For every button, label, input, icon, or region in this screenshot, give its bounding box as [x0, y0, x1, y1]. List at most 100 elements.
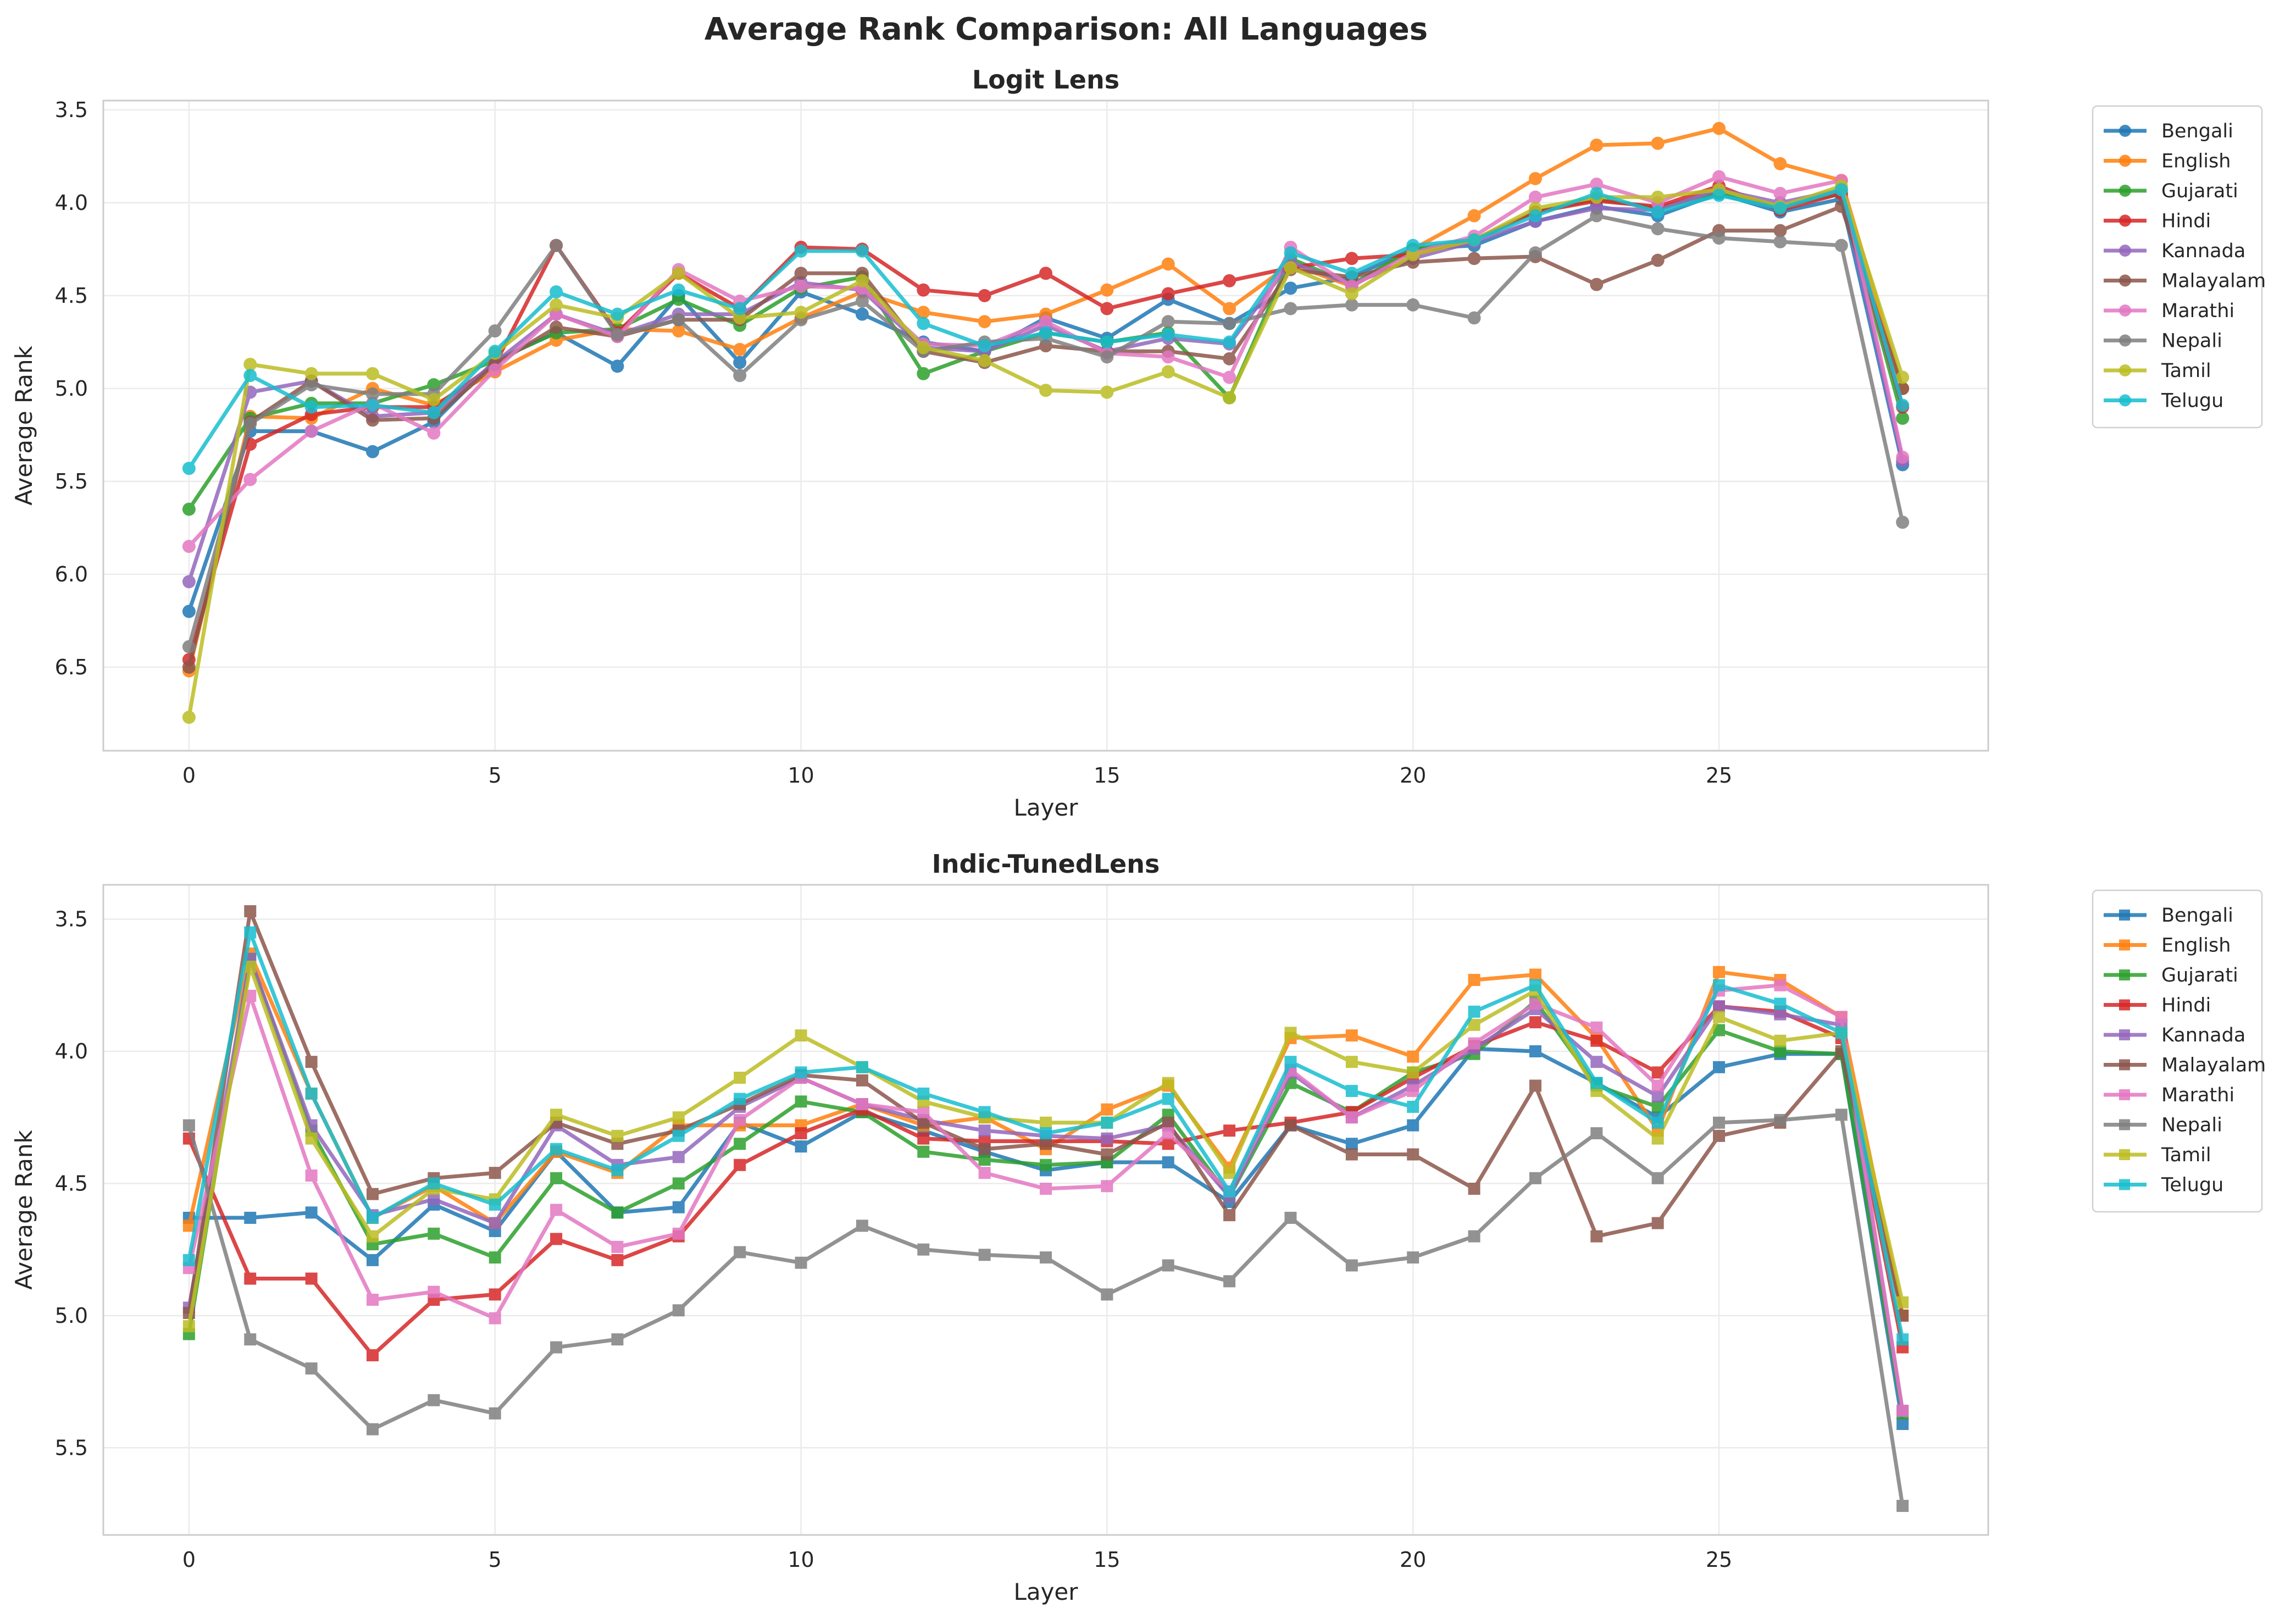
logit-lens-point-tamil: [304, 367, 318, 380]
logit-lens-point-marathi: [1712, 170, 1726, 184]
indic-tunedlens-point-marathi: [611, 1240, 624, 1253]
logit-lens-point-nepali: [1284, 302, 1297, 315]
logit-lens-point-nepali: [1406, 298, 1420, 312]
logit-lens-point-telugu: [611, 307, 624, 321]
indic-tunedlens-point-telugu: [1101, 1116, 1113, 1129]
indic-tunedlens-point-marathi: [1835, 1011, 1848, 1023]
indic-tunedlens-point-gujarati: [550, 1172, 563, 1184]
logit-lens-point-nepali: [1345, 298, 1358, 312]
indic-tunedlens-x-tick-label: 0: [182, 1548, 196, 1572]
indic-tunedlens-point-telugu: [1774, 997, 1787, 1010]
logit-lens-point-marathi: [427, 426, 441, 440]
indic-tunedlens-point-nepali: [611, 1333, 624, 1346]
logit-lens-point-tamil: [794, 306, 808, 319]
logit-lens-legend-marker-hindi: [2119, 214, 2131, 227]
logit-lens-point-gujarati: [182, 502, 196, 516]
indic-tunedlens-point-tamil: [1223, 1167, 1236, 1179]
indic-tunedlens-point-marathi: [428, 1285, 440, 1298]
logit-lens-legend-marker-tamil: [2119, 364, 2131, 376]
logit-lens-point-tamil: [366, 367, 379, 380]
logit-lens-point-tamil: [1651, 190, 1665, 204]
logit-lens-point-hindi: [1345, 252, 1358, 265]
indic-tunedlens-point-english: [1345, 1029, 1358, 1042]
indic-tunedlens-y-axis-label: Average Rank: [10, 1129, 37, 1289]
logit-lens-point-telugu: [672, 283, 685, 297]
logit-lens-point-tamil: [1223, 391, 1236, 404]
logit-lens-point-nepali: [611, 328, 624, 341]
indic-tunedlens-point-marathi: [1407, 1085, 1419, 1098]
indic-tunedlens-point-nepali: [1590, 1127, 1603, 1140]
logit-lens-legend-label-nepali: Nepali: [2161, 330, 2222, 352]
indic-tunedlens-point-nepali: [1529, 1172, 1541, 1184]
logit-lens-point-english: [1223, 302, 1236, 315]
logit-lens-point-telugu: [855, 244, 869, 258]
indic-tunedlens-legend: Bengali English Gujarati Hindi Kannada Malaya…: [2092, 889, 2266, 1213]
indic-tunedlens-point-hindi: [550, 1233, 563, 1245]
indic-tunedlens-legend-marker-bengali: [2119, 910, 2130, 921]
indic-tunedlens-point-marathi: [1040, 1183, 1052, 1195]
logit-lens-point-malayalam: [182, 660, 196, 674]
indic-tunedlens-point-malayalam: [1529, 1079, 1541, 1092]
indic-tunedlens-point-gujarati: [795, 1095, 807, 1108]
indic-tunedlens-point-marathi: [305, 1169, 318, 1182]
logit-lens-point-tamil: [1406, 248, 1420, 262]
indic-tunedlens-point-telugu: [305, 1087, 318, 1100]
indic-tunedlens-point-telugu: [1345, 1085, 1358, 1098]
logit-lens-point-tamil: [978, 354, 991, 368]
indic-tunedlens-point-malayalam: [1162, 1116, 1174, 1129]
logit-lens-point-malayalam: [550, 320, 563, 334]
indic-tunedlens-point-malayalam: [367, 1188, 379, 1200]
indic-tunedlens-point-hindi: [795, 1127, 807, 1140]
indic-tunedlens-point-telugu: [1529, 979, 1541, 991]
indic-tunedlens-point-nepali: [856, 1220, 868, 1232]
indic-tunedlens-point-gujarati: [978, 1154, 991, 1166]
indic-tunedlens-point-tamil: [611, 1129, 624, 1142]
logit-lens-x-axis-label: Layer: [1013, 794, 1078, 821]
logit-lens-point-malayalam: [366, 413, 379, 427]
logit-lens-legend-label-gujarati: Gujarati: [2161, 180, 2238, 202]
indic-tunedlens-legend-marker-telugu: [2119, 1179, 2130, 1190]
indic-tunedlens-point-english: [1529, 968, 1541, 981]
indic-tunedlens-legend-box: [2092, 889, 2263, 1213]
indic-tunedlens-point-malayalam: [1040, 1138, 1052, 1150]
indic-tunedlens-point-marathi: [1345, 1111, 1358, 1124]
indic-tunedlens-point-tamil: [1284, 1027, 1297, 1039]
logit-lens-point-telugu: [1100, 335, 1114, 349]
indic-tunedlens-x-tick-label: 15: [1094, 1548, 1120, 1572]
indic-tunedlens-y-tick-label: 5.0: [55, 1304, 88, 1328]
logit-lens-point-telugu: [1039, 326, 1052, 340]
indic-tunedlens-point-gujarati: [917, 1145, 930, 1158]
logit-lens-y-tick-label: 4.0: [55, 191, 88, 215]
indic-tunedlens-point-nepali: [1407, 1251, 1419, 1264]
logit-lens-point-nepali: [733, 369, 747, 383]
indic-tunedlens-point-telugu: [489, 1198, 501, 1211]
logit-lens-point-nepali: [182, 640, 196, 653]
indic-tunedlens-point-nepali: [1468, 1230, 1480, 1243]
indic-tunedlens-point-hindi: [1529, 1016, 1541, 1029]
indic-tunedlens-point-telugu: [244, 926, 257, 939]
logit-lens-point-tamil: [1345, 287, 1358, 301]
indic-tunedlens-point-telugu: [1223, 1185, 1236, 1198]
indic-tunedlens-point-nepali: [1774, 1113, 1787, 1126]
logit-lens-point-tamil: [672, 267, 685, 280]
logit-lens-point-telugu: [1896, 398, 1910, 412]
indic-tunedlens-point-hindi: [917, 1132, 930, 1145]
logit-lens-point-english: [1712, 121, 1726, 135]
logit-lens-point-marathi: [1590, 178, 1604, 191]
indic-tunedlens-point-nepali: [1162, 1259, 1174, 1272]
logit-lens-point-nepali: [1100, 350, 1114, 364]
logit-lens-point-hindi: [978, 289, 991, 302]
logit-lens-point-malayalam: [1590, 278, 1604, 291]
logit-lens-point-malayalam: [1223, 352, 1236, 365]
indic-tunedlens-point-marathi: [550, 1204, 563, 1216]
logit-lens-point-english: [1161, 257, 1175, 271]
logit-lens-x-tick-label: 20: [1400, 763, 1426, 788]
indic-tunedlens-point-nepali: [978, 1249, 991, 1261]
logit-lens-point-nepali: [672, 313, 685, 326]
indic-tunedlens-point-telugu: [182, 1254, 195, 1266]
logit-lens-point-marathi: [182, 540, 196, 553]
indic-tunedlens-point-malayalam: [1101, 1148, 1113, 1161]
logit-lens-point-telugu: [1161, 328, 1175, 341]
indic-tunedlens-point-gujarati: [734, 1138, 746, 1150]
